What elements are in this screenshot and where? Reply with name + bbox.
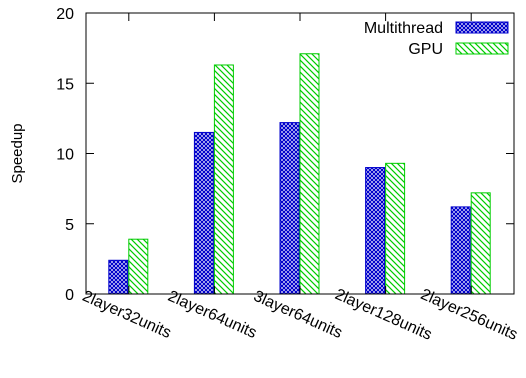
x-tick-label: 2layer128units <box>332 286 434 344</box>
y-tick-labels: 0 5 10 15 20 <box>56 6 74 304</box>
x-tick-label: 2layer64units <box>165 288 259 342</box>
legend-swatch-gpu <box>455 42 509 55</box>
y-tick-label: 0 <box>65 287 74 304</box>
y-axis-label: Speedup <box>9 123 26 183</box>
bar-multithread-2layer64units <box>193 131 214 295</box>
bar-multithread-3layer64units <box>279 122 300 295</box>
y-tick-label: 10 <box>56 147 74 164</box>
bar-multithread-2layer256units <box>450 206 471 295</box>
bar-gpu-2layer128units <box>385 162 406 295</box>
x-tick-label: 3layer64units <box>251 288 345 342</box>
y-tick-label: 5 <box>65 217 74 234</box>
y-tick-label: 20 <box>56 6 74 23</box>
bar-multithread-2layer128units <box>365 167 386 295</box>
axis-ticks <box>86 12 514 295</box>
bars-layer <box>108 53 491 295</box>
bar-gpu-2layer256units <box>470 192 491 295</box>
x-tick-label: 2layer32units <box>80 288 174 342</box>
legend: Multithread GPU <box>364 20 509 58</box>
x-tick-labels: 2layer32units2layer64units3layer64units2… <box>80 286 520 344</box>
bar-multithread-2layer32units <box>108 259 129 295</box>
x-tick-label: 2layer256units <box>418 286 520 344</box>
bar-gpu-2layer32units <box>128 238 149 295</box>
bar-gpu-3layer64units <box>299 53 320 295</box>
legend-label-gpu: GPU <box>408 41 443 58</box>
bar-gpu-2layer64units <box>213 64 234 295</box>
legend-swatch-multithread <box>455 21 509 34</box>
y-tick-label: 15 <box>56 76 74 93</box>
legend-label-multithread: Multithread <box>364 20 443 37</box>
